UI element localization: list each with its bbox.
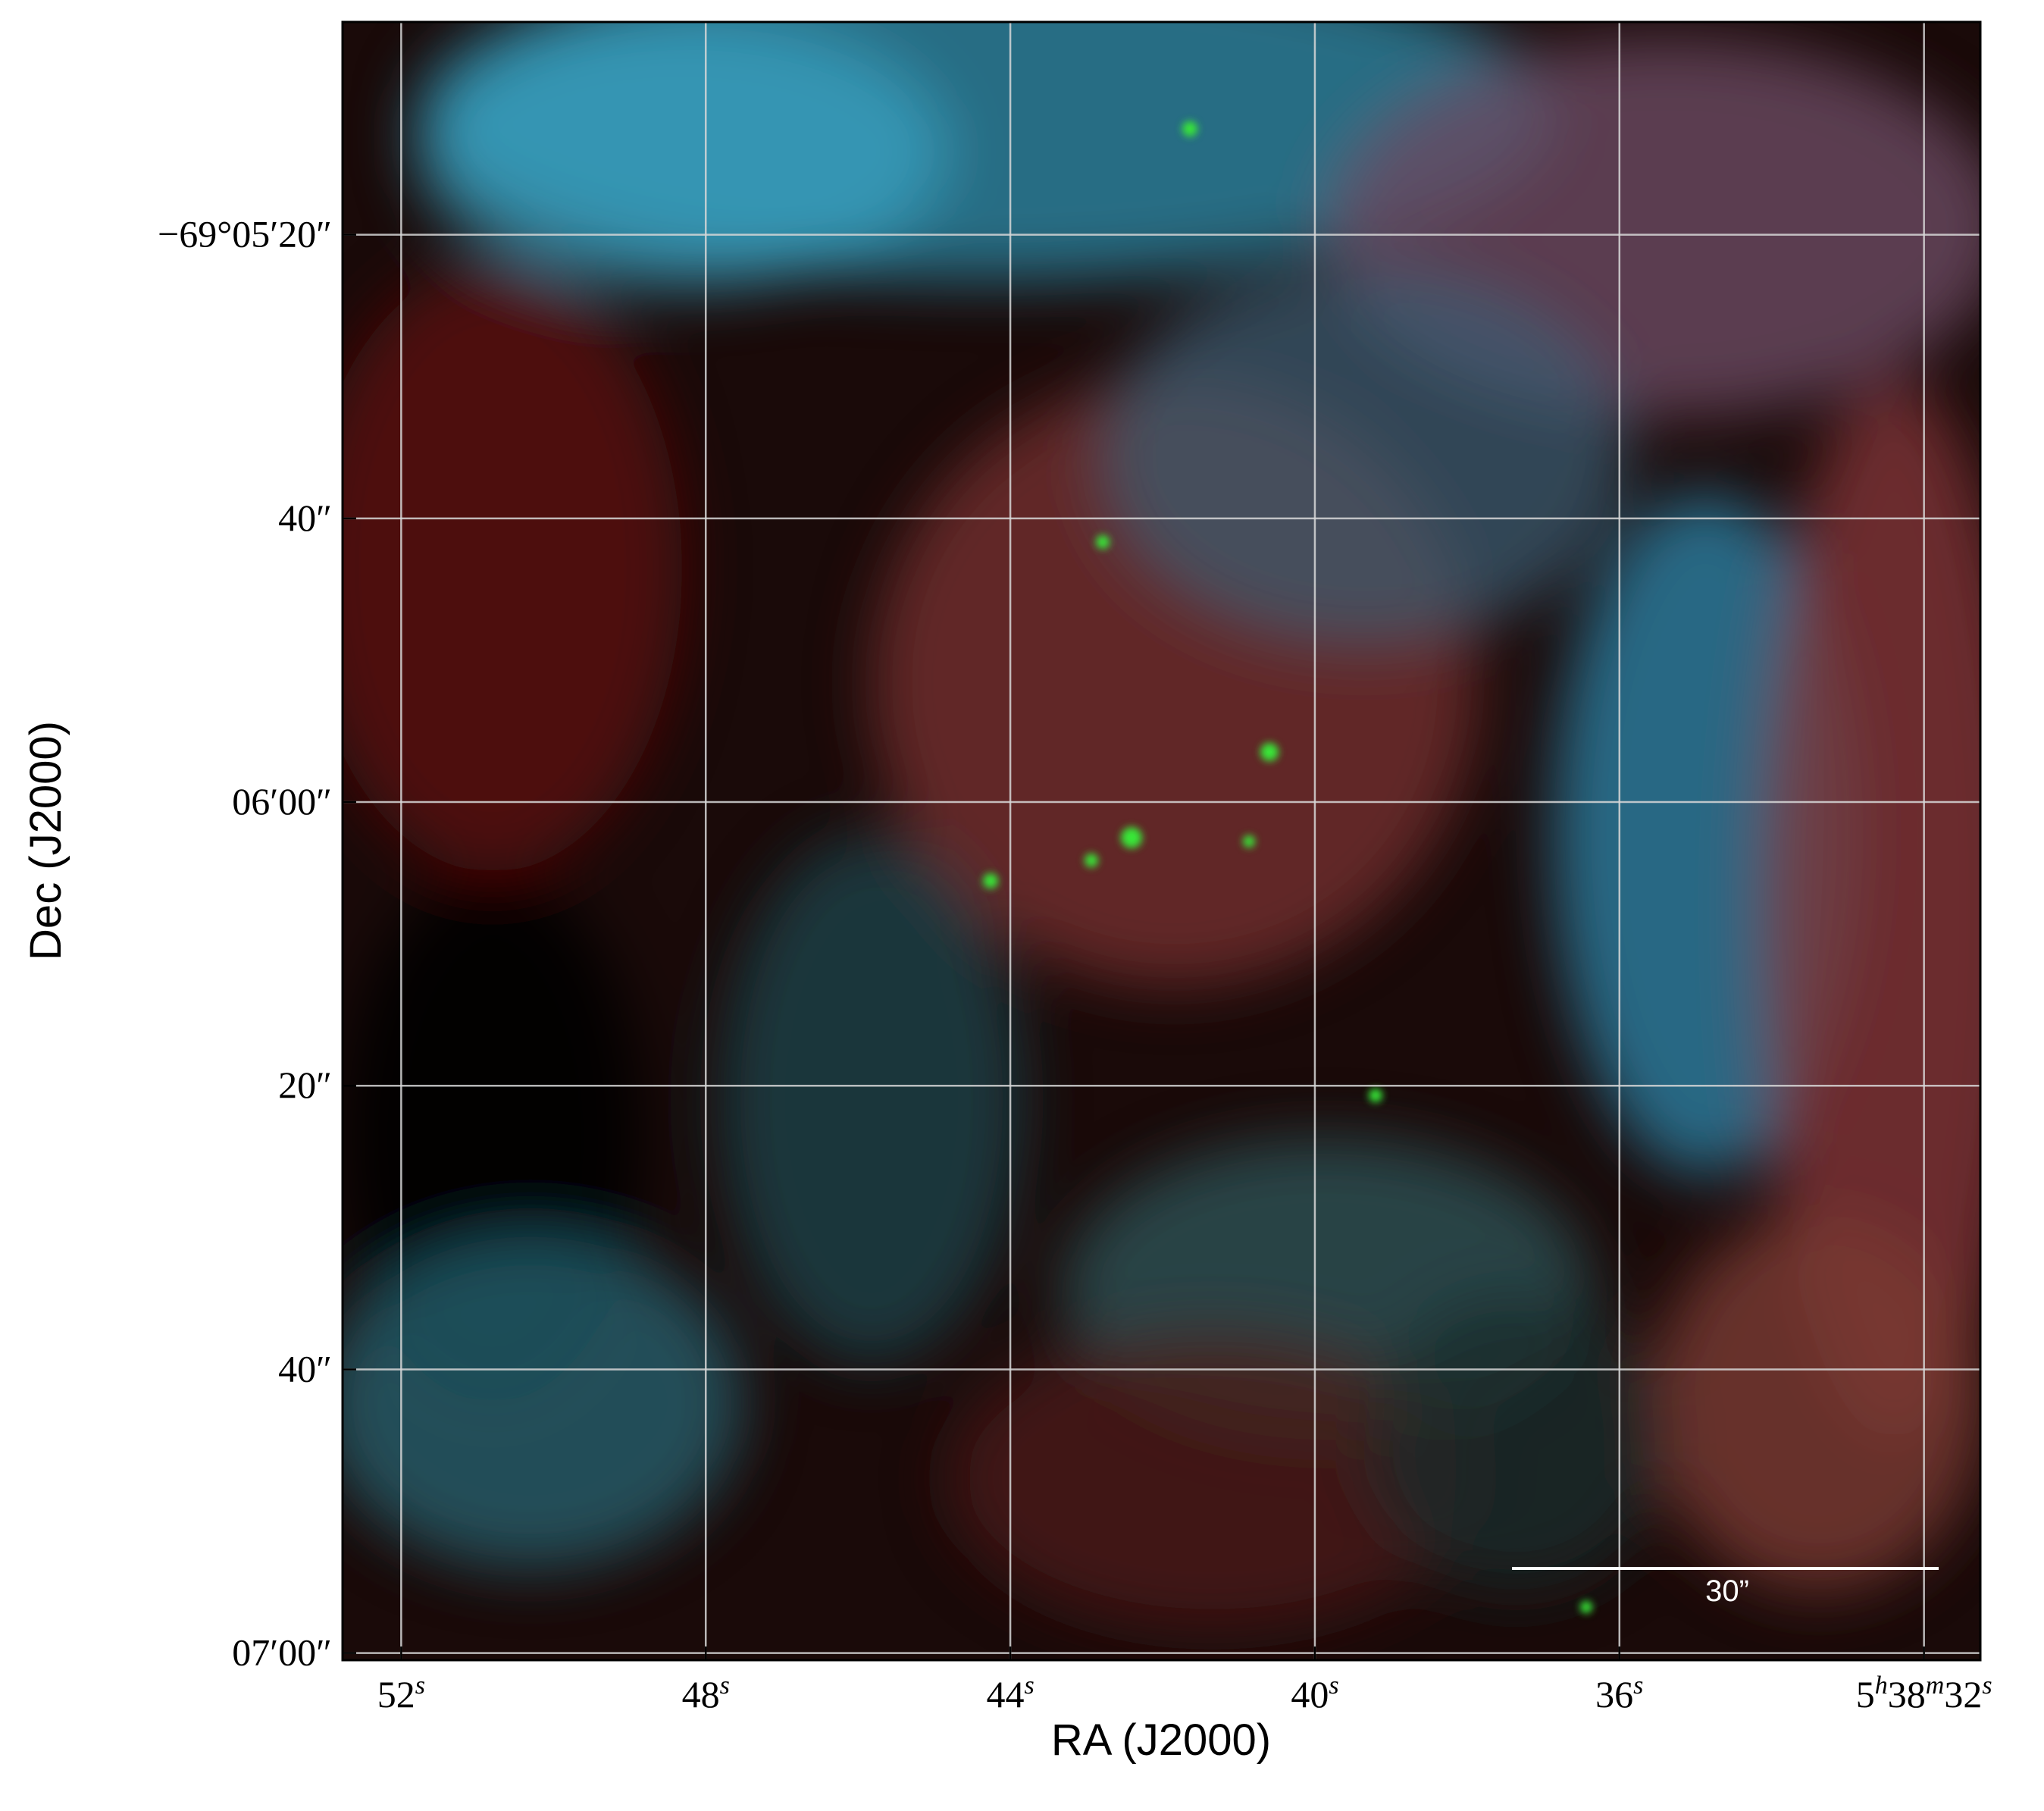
x-tick-label: 40s xyxy=(1291,1672,1338,1715)
x-tick-label: 48s xyxy=(682,1672,730,1715)
x-tick-label: 52s xyxy=(377,1672,425,1715)
y-tick-label: 20″ xyxy=(278,1064,332,1106)
y-tick-label: 06′00″ xyxy=(232,780,332,822)
x-axis-label: RA (J2000) xyxy=(1051,1715,1271,1765)
x-tick-label: 44s xyxy=(986,1672,1034,1715)
scale-bar-label: 30” xyxy=(1705,1574,1749,1608)
y-tick-label: 40″ xyxy=(278,1347,332,1390)
y-tick-label: −69°05′20″ xyxy=(158,213,332,255)
y-tick-label: 40″ xyxy=(278,497,332,539)
y-axis-label: Dec (J2000) xyxy=(21,721,70,960)
x-tick-label: 5h38m32s xyxy=(1856,1672,1992,1715)
axes-frame xyxy=(341,20,1982,1662)
y-tick-label: 07′00″ xyxy=(232,1631,332,1674)
sky-image xyxy=(343,22,1980,1660)
x-tick-label: 36s xyxy=(1595,1672,1643,1715)
